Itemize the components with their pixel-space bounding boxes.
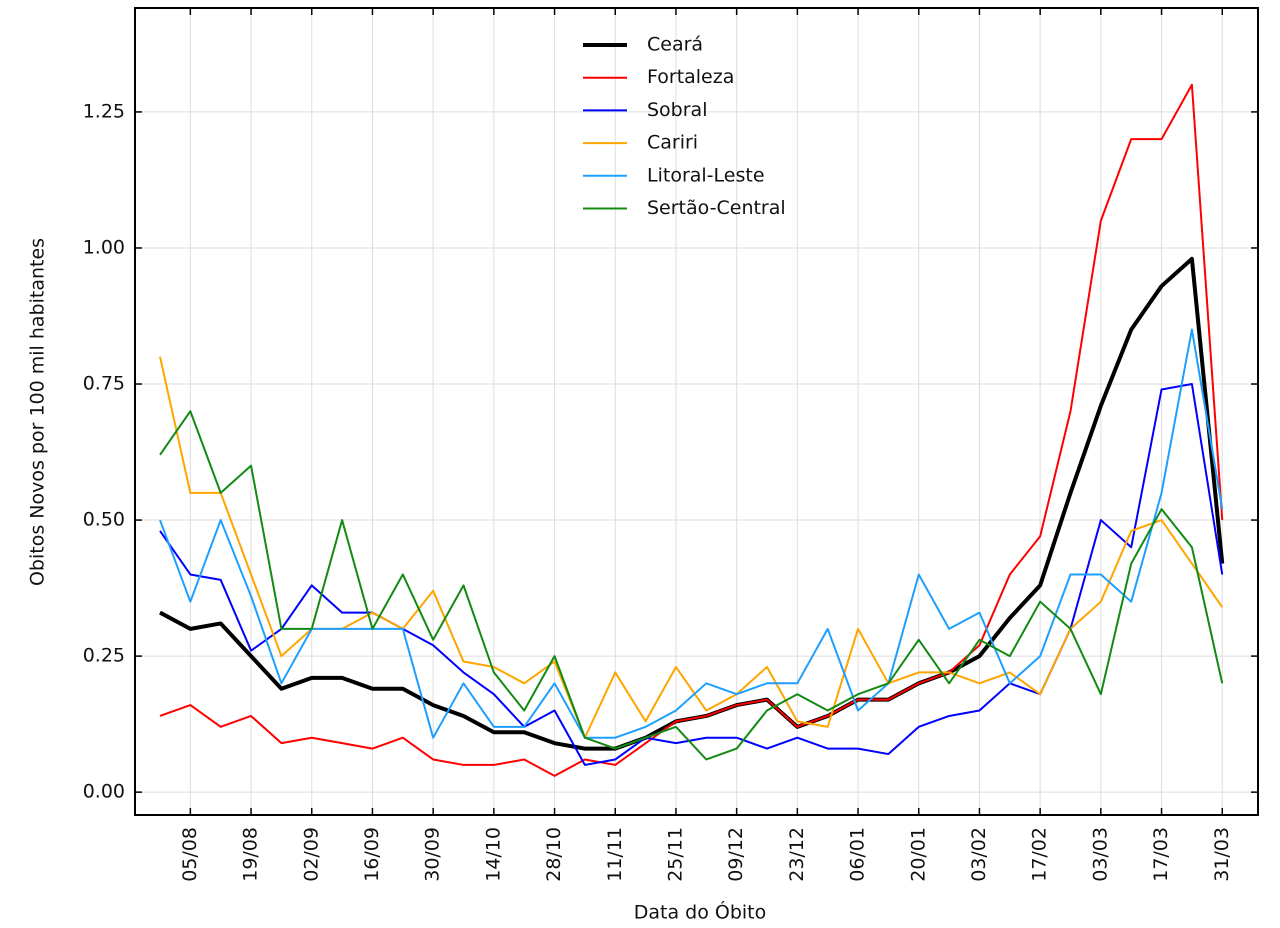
legend-label: Ceará — [647, 34, 703, 56]
legend-label: Fortaleza — [647, 66, 734, 88]
plot-frame — [134, 7, 1259, 816]
x-axis-label: Data do Óbito — [634, 900, 767, 924]
x-tick-label: 14/10 — [482, 827, 504, 882]
x-tick-label: 11/11 — [604, 827, 626, 882]
x-tick-label: 25/11 — [664, 827, 686, 882]
x-tick-label: 28/10 — [543, 827, 565, 882]
y-tick-label: 0.00 — [83, 781, 125, 803]
x-tick-label: 17/02 — [1029, 827, 1051, 882]
legend-label: Litoral-Leste — [647, 164, 765, 186]
x-tick-label: 03/03 — [1089, 827, 1111, 882]
x-tick-label: 30/09 — [422, 827, 444, 882]
y-axis-label: Obitos Novos por 100 mil habitantes — [27, 238, 49, 586]
series-line — [159, 410, 1224, 761]
y-tick-label: 1.25 — [83, 100, 125, 122]
x-tick-label: 20/01 — [907, 827, 929, 882]
x-tick-label: 19/08 — [240, 827, 262, 882]
x-tick-label: 09/12 — [725, 827, 747, 882]
series-line — [159, 83, 1224, 777]
y-tick-label: 0.50 — [83, 509, 125, 531]
x-tick-label: 03/02 — [968, 827, 990, 882]
x-tick-label: 23/12 — [786, 827, 808, 882]
y-tick-label: 1.00 — [83, 236, 125, 258]
x-tick-label: 16/09 — [361, 827, 383, 882]
y-tick-label: 0.75 — [83, 373, 125, 395]
legend-label: Sertão-Central — [647, 197, 786, 219]
x-tick-label: 17/03 — [1150, 827, 1172, 882]
y-tick-label: 0.25 — [83, 645, 125, 667]
x-tick-label: 06/01 — [847, 827, 869, 882]
series-line — [159, 256, 1225, 751]
x-tick-label: 05/08 — [179, 827, 201, 882]
x-tick-label: 31/03 — [1211, 827, 1233, 882]
series-line — [159, 356, 1224, 739]
legend-label: Cariri — [647, 132, 698, 154]
series-line — [159, 328, 1224, 739]
legend-label: Sobral — [647, 99, 707, 121]
x-tick-label: 02/09 — [300, 827, 322, 882]
